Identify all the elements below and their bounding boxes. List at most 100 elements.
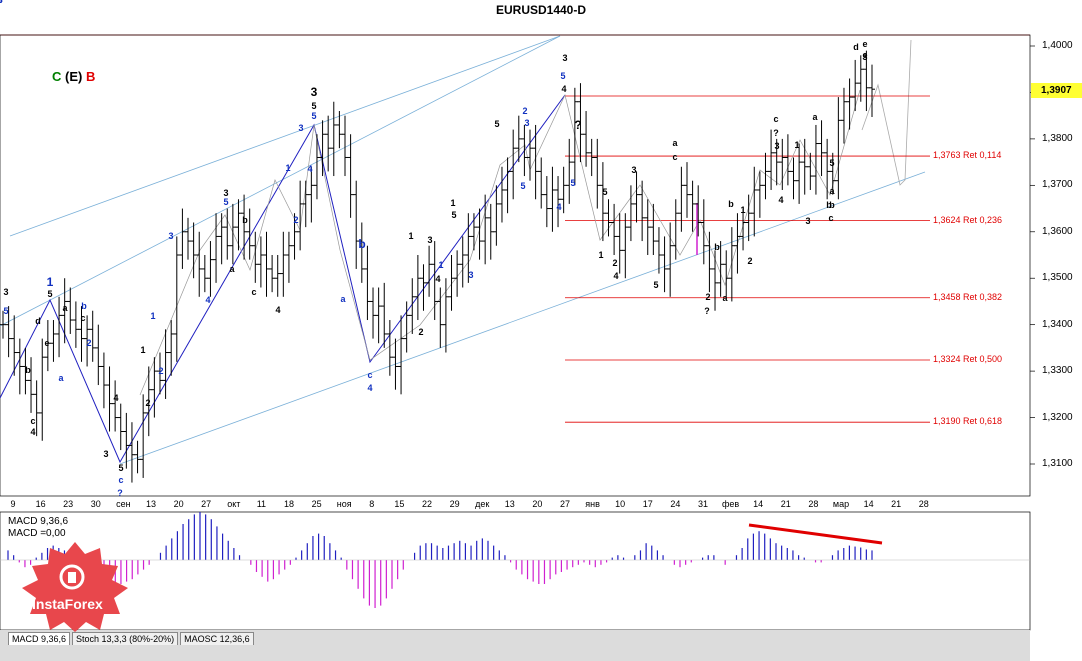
price-bar bbox=[207, 241, 214, 297]
price-bar bbox=[162, 329, 169, 399]
price-bar bbox=[185, 217, 192, 260]
price-bar bbox=[459, 236, 466, 288]
price-bar bbox=[560, 166, 567, 214]
x-tick-label: 27 bbox=[201, 499, 212, 509]
x-tick-label: 13 bbox=[504, 499, 515, 509]
scenario-b: B bbox=[85, 69, 96, 84]
price-bar bbox=[291, 213, 298, 260]
price-bar bbox=[431, 241, 438, 321]
fib-levels bbox=[565, 95, 930, 423]
y-tick-label: 1,3300 bbox=[1042, 365, 1073, 377]
wave-label: 5 bbox=[451, 210, 457, 220]
wave-label: 2 bbox=[612, 258, 618, 268]
price-bar bbox=[538, 157, 545, 209]
price-bar bbox=[577, 83, 584, 163]
wave-label: 3 bbox=[774, 141, 780, 151]
x-tick-label: окт bbox=[227, 499, 241, 509]
wave-label: 2 bbox=[293, 215, 299, 225]
price-bar bbox=[549, 166, 556, 232]
price-bar bbox=[269, 255, 276, 293]
wave-label: a bbox=[340, 294, 346, 304]
price-bar bbox=[543, 176, 550, 228]
price-bar bbox=[403, 301, 410, 353]
price-bar bbox=[672, 199, 679, 260]
x-tick-label: 29 bbox=[449, 499, 460, 509]
price-bar bbox=[689, 180, 696, 232]
x-tick-label: 11 bbox=[256, 499, 267, 509]
x-tick-label: 17 bbox=[642, 499, 653, 509]
price-bar bbox=[644, 199, 651, 255]
indicator-tabs: MACD 9,36,6 Stoch 13,3,3 (80%-20%) MAOSC… bbox=[8, 632, 256, 645]
wave-label: c bbox=[0, 0, 3, 5]
channel-line bbox=[9, 35, 561, 237]
projection-line bbox=[861, 39, 912, 186]
wave-label: a bbox=[722, 293, 728, 303]
wave-label: c bbox=[828, 213, 834, 223]
wave-label: ? bbox=[574, 118, 582, 132]
wave-label: 1 bbox=[408, 231, 414, 241]
wave-label: 4 bbox=[113, 393, 119, 403]
price-bar bbox=[11, 315, 18, 376]
price-bar bbox=[784, 134, 791, 186]
price-bar bbox=[779, 138, 786, 190]
price-bar bbox=[869, 64, 875, 118]
price-pane-frame bbox=[0, 34, 1031, 497]
wave-label: b bbox=[25, 365, 31, 375]
price-bar bbox=[812, 124, 819, 195]
wave-label: 3 bbox=[168, 231, 174, 241]
price-bar bbox=[734, 213, 741, 274]
wave-label: 1 bbox=[150, 311, 156, 321]
price-bar bbox=[386, 320, 393, 376]
tab-maosc[interactable]: MAOSC 12,36,6 bbox=[180, 632, 254, 645]
price-bar bbox=[252, 231, 259, 283]
price-bar bbox=[0, 310, 6, 339]
fib-label: 1,3190 Ret 0,618 bbox=[933, 416, 1003, 427]
wave-label: b bbox=[728, 199, 734, 209]
price-bar bbox=[768, 129, 775, 190]
current-price-tag: 1,3907 bbox=[1031, 83, 1082, 98]
price-bar bbox=[852, 59, 859, 112]
wave-label: ? bbox=[117, 488, 123, 498]
price-bar bbox=[532, 124, 539, 200]
price-bar bbox=[235, 199, 242, 251]
wave-label: 3 bbox=[223, 188, 229, 198]
wave-label: 1 bbox=[285, 163, 291, 173]
price-bar bbox=[661, 236, 668, 293]
wave-label: a bbox=[829, 186, 835, 196]
wave-label: 5 bbox=[570, 178, 576, 188]
macd-value-label: MACD =0,00 bbox=[8, 528, 66, 539]
wave-label: c bbox=[367, 370, 373, 380]
wave-label: 3 bbox=[0, 0, 3, 5]
wave-label: a bbox=[812, 112, 818, 122]
wave-label: b bbox=[826, 200, 832, 210]
wave-label: 1 bbox=[140, 345, 146, 355]
wave-label: 4 bbox=[778, 195, 784, 205]
price-bar bbox=[156, 352, 163, 395]
price-bar bbox=[409, 278, 416, 334]
price-bar bbox=[723, 250, 730, 297]
x-tick-label: 28 bbox=[808, 499, 819, 509]
price-bar bbox=[95, 324, 102, 386]
wave-label: 4 bbox=[275, 305, 281, 315]
wave-label: 3 bbox=[562, 53, 568, 63]
x-tick-label: дек bbox=[475, 499, 490, 509]
wave-label: a bbox=[229, 264, 235, 274]
price-bar bbox=[134, 440, 141, 474]
y-tick-label: 1,3800 bbox=[1042, 132, 1073, 144]
price-bar bbox=[123, 412, 130, 469]
tab-stoch[interactable]: Stoch 13,3,3 (80%-20%) bbox=[72, 632, 179, 645]
x-tick-label: 23 bbox=[63, 499, 74, 509]
price-bar bbox=[807, 152, 814, 190]
price-bar bbox=[112, 380, 119, 432]
y-tick-label: 1,3500 bbox=[1042, 272, 1073, 284]
price-bar bbox=[257, 236, 264, 288]
price-bar bbox=[605, 199, 612, 237]
price-bar bbox=[229, 203, 236, 265]
wave-label: 5 bbox=[311, 111, 317, 121]
price-bar bbox=[50, 320, 57, 362]
price-bar bbox=[16, 338, 23, 395]
fib-label: 1,3624 Ret 0,236 bbox=[933, 214, 1003, 225]
tab-macd[interactable]: MACD 9,36,6 bbox=[8, 632, 71, 645]
wave-label: 1 bbox=[794, 140, 800, 150]
wave-label: 1 bbox=[740, 205, 746, 215]
